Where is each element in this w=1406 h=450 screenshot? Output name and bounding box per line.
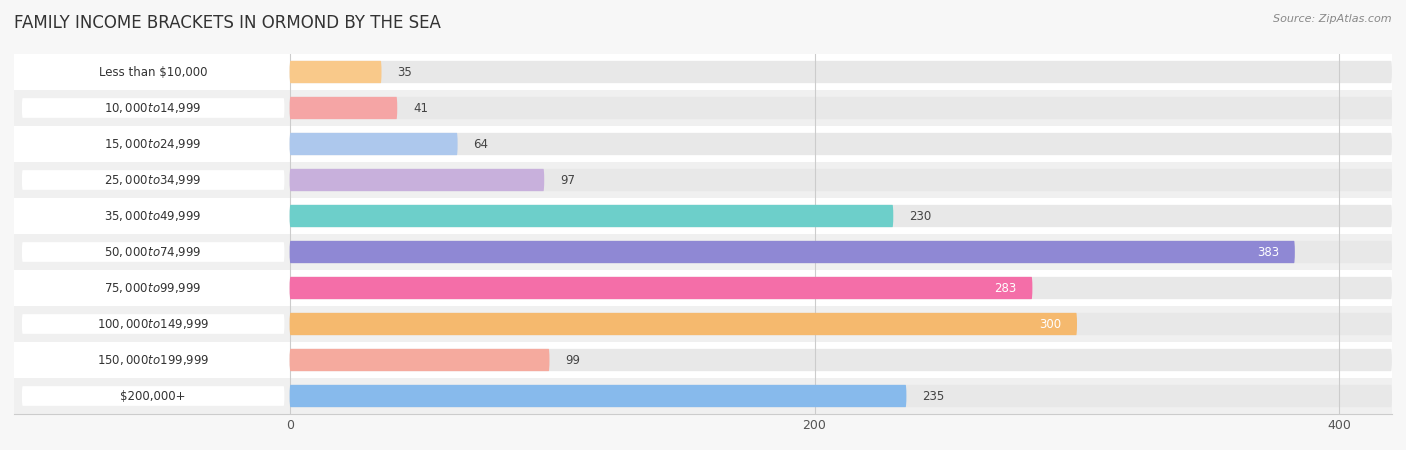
FancyBboxPatch shape [22,278,284,298]
FancyBboxPatch shape [290,97,398,119]
Bar [14,126,1392,162]
FancyBboxPatch shape [22,242,284,262]
FancyBboxPatch shape [290,385,907,407]
Text: 97: 97 [560,174,575,186]
FancyBboxPatch shape [290,349,1392,371]
Text: $100,000 to $149,999: $100,000 to $149,999 [97,317,209,331]
Bar [14,54,1392,90]
FancyBboxPatch shape [290,313,1392,335]
Text: $25,000 to $34,999: $25,000 to $34,999 [104,173,202,187]
Text: 383: 383 [1257,246,1279,258]
Text: 235: 235 [922,390,945,402]
Text: $75,000 to $99,999: $75,000 to $99,999 [104,281,202,295]
FancyBboxPatch shape [290,61,1392,83]
Text: $50,000 to $74,999: $50,000 to $74,999 [104,245,202,259]
Text: $35,000 to $49,999: $35,000 to $49,999 [104,209,202,223]
FancyBboxPatch shape [290,241,1392,263]
FancyBboxPatch shape [290,133,1392,155]
Text: 230: 230 [910,210,931,222]
FancyBboxPatch shape [290,241,1295,263]
Text: 35: 35 [398,66,412,78]
Bar [14,270,1392,306]
Text: 64: 64 [474,138,488,150]
FancyBboxPatch shape [290,133,457,155]
FancyBboxPatch shape [22,170,284,190]
Text: 300: 300 [1039,318,1062,330]
Bar [14,378,1392,414]
Bar [14,198,1392,234]
Text: Less than $10,000: Less than $10,000 [98,66,208,78]
FancyBboxPatch shape [290,205,1392,227]
Text: FAMILY INCOME BRACKETS IN ORMOND BY THE SEA: FAMILY INCOME BRACKETS IN ORMOND BY THE … [14,14,441,32]
FancyBboxPatch shape [290,349,550,371]
FancyBboxPatch shape [290,61,381,83]
FancyBboxPatch shape [290,277,1392,299]
Bar [14,342,1392,378]
Text: 283: 283 [994,282,1017,294]
FancyBboxPatch shape [22,62,284,82]
FancyBboxPatch shape [290,277,1032,299]
Bar [14,306,1392,342]
FancyBboxPatch shape [290,97,1392,119]
FancyBboxPatch shape [22,386,284,406]
FancyBboxPatch shape [290,169,544,191]
Text: $15,000 to $24,999: $15,000 to $24,999 [104,137,202,151]
FancyBboxPatch shape [22,314,284,334]
Text: $200,000+: $200,000+ [121,390,186,402]
FancyBboxPatch shape [290,385,1392,407]
Bar [14,90,1392,126]
Bar [14,162,1392,198]
FancyBboxPatch shape [22,134,284,154]
Text: $10,000 to $14,999: $10,000 to $14,999 [104,101,202,115]
Text: $150,000 to $199,999: $150,000 to $199,999 [97,353,209,367]
Text: 99: 99 [565,354,581,366]
FancyBboxPatch shape [22,98,284,118]
FancyBboxPatch shape [290,205,893,227]
FancyBboxPatch shape [290,169,1392,191]
Text: Source: ZipAtlas.com: Source: ZipAtlas.com [1274,14,1392,23]
FancyBboxPatch shape [22,350,284,370]
Text: 41: 41 [413,102,427,114]
FancyBboxPatch shape [290,313,1077,335]
FancyBboxPatch shape [22,206,284,226]
Bar [14,234,1392,270]
